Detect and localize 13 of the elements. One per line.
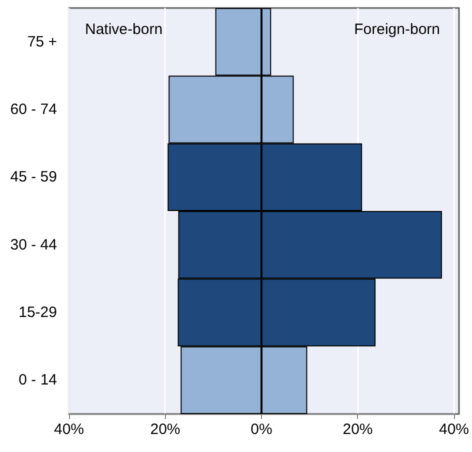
y-tick-label: 45 - 59 — [10, 168, 57, 186]
y-tick-label: 0 - 14 — [18, 372, 57, 389]
x-tick-label: 20% — [150, 421, 180, 438]
x-tick-label: 40% — [438, 421, 470, 438]
x-tick-label: 40% — [54, 421, 84, 438]
y-tick-label: 60 - 74 — [10, 101, 57, 118]
y-tick-label: 30 - 44 — [10, 236, 57, 254]
x-tick-label: 20% — [342, 421, 373, 438]
annotation: Native-born — [85, 21, 163, 38]
annotation: Foreign-born — [354, 21, 440, 38]
x-tick-label: 0% — [250, 421, 272, 438]
y-tick-label: 75 + — [27, 33, 58, 50]
y-tick-label: 15-29 — [18, 304, 57, 321]
